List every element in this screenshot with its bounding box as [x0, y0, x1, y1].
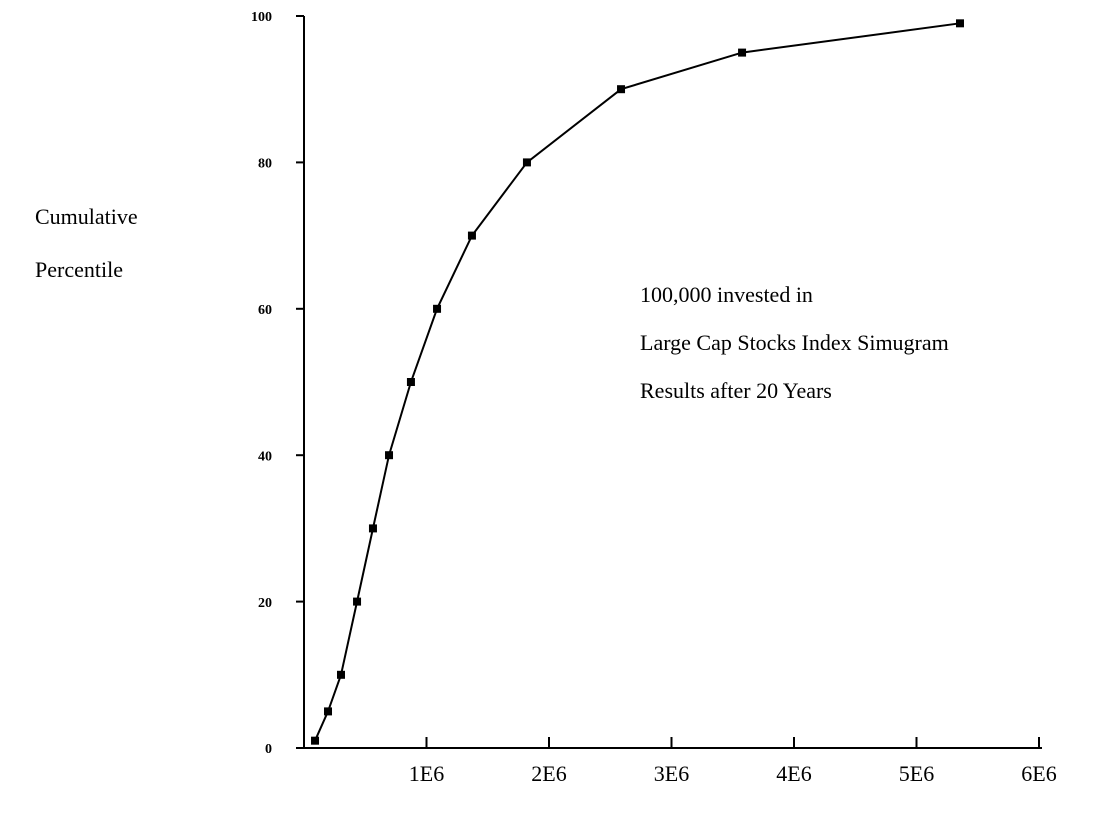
marker	[433, 304, 442, 313]
marker	[617, 85, 626, 94]
marker	[368, 524, 377, 533]
marker	[522, 158, 531, 167]
marker	[955, 19, 964, 28]
annotation: Results after 20 Years	[640, 378, 832, 403]
annotation: 100,000 invested in	[640, 282, 813, 307]
x-tick-label: 1E6	[409, 761, 444, 786]
y-tick-label: 40	[258, 449, 272, 464]
x-tick-label: 6E6	[1021, 761, 1056, 786]
marker	[406, 378, 415, 386]
marker	[385, 451, 394, 460]
y-tick-label: 60	[258, 303, 272, 318]
y-axis-label: Percentile	[35, 257, 123, 282]
x-tick-label: 5E6	[899, 761, 934, 786]
y-tick-label: 20	[258, 596, 272, 611]
marker	[336, 670, 345, 679]
marker	[738, 48, 747, 57]
x-tick-label: 3E6	[654, 761, 689, 786]
marker	[467, 231, 476, 240]
annotation: Large Cap Stocks Index Simugram	[640, 330, 949, 355]
y-axis-label: Cumulative	[35, 204, 138, 229]
y-tick-label: 100	[251, 10, 272, 25]
x-tick-label: 2E6	[531, 761, 566, 786]
marker	[311, 736, 320, 745]
y-tick-label: 0	[265, 742, 272, 757]
marker	[353, 597, 362, 606]
marker	[324, 707, 333, 716]
y-tick-label: 80	[258, 157, 272, 172]
x-tick-label: 4E6	[776, 761, 811, 786]
